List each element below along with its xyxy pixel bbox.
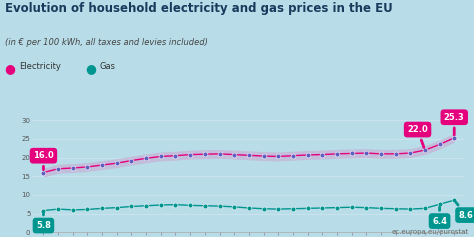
Text: ●: ● <box>5 62 16 75</box>
Text: 5.8: 5.8 <box>36 213 51 230</box>
Text: 6.4: 6.4 <box>432 207 447 226</box>
Text: 8.6: 8.6 <box>456 202 474 220</box>
Text: ●: ● <box>85 62 96 75</box>
Text: (in € per 100 kWh, all taxes and levies included): (in € per 100 kWh, all taxes and levies … <box>5 38 208 47</box>
Text: ec.europa.eu/eurostat: ec.europa.eu/eurostat <box>392 229 469 235</box>
Text: 25.3: 25.3 <box>444 113 465 135</box>
Text: 16.0: 16.0 <box>33 151 54 170</box>
Text: Electricity: Electricity <box>19 62 61 71</box>
Text: 22.0: 22.0 <box>407 125 428 147</box>
Text: Gas: Gas <box>100 62 116 71</box>
Text: Evolution of household electricity and gas prices in the EU: Evolution of household electricity and g… <box>5 2 392 15</box>
